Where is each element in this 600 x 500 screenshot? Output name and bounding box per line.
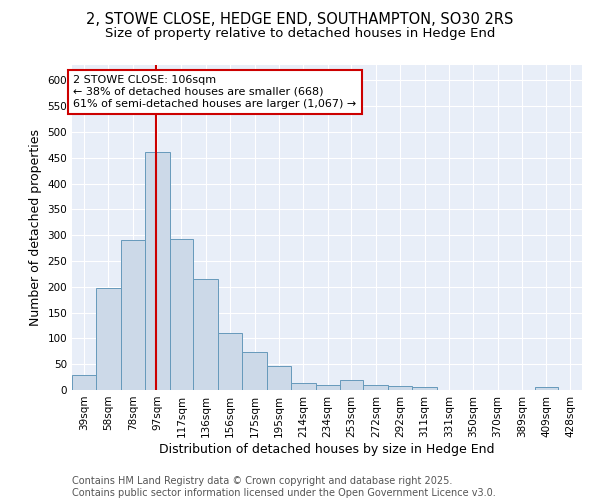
Text: 2 STOWE CLOSE: 106sqm
← 38% of detached houses are smaller (668)
61% of semi-det: 2 STOWE CLOSE: 106sqm ← 38% of detached … (73, 76, 356, 108)
Bar (72, 374, 96, 390)
Text: 2, STOWE CLOSE, HEDGE END, SOUTHAMPTON, SO30 2RS: 2, STOWE CLOSE, HEDGE END, SOUTHAMPTON, … (86, 12, 514, 28)
Bar (340, 380, 363, 390)
Bar (121, 240, 145, 390)
Text: Size of property relative to detached houses in Hedge End: Size of property relative to detached ho… (105, 28, 495, 40)
Bar (170, 239, 193, 390)
Bar (388, 386, 412, 390)
Bar (267, 366, 291, 390)
Bar (363, 385, 388, 390)
Bar (96, 288, 121, 390)
Text: Contains HM Land Registry data © Crown copyright and database right 2025.
Contai: Contains HM Land Registry data © Crown c… (72, 476, 496, 498)
Bar (412, 388, 437, 390)
Bar (291, 384, 316, 390)
Bar (218, 332, 242, 390)
Bar (145, 152, 170, 390)
X-axis label: Distribution of detached houses by size in Hedge End: Distribution of detached houses by size … (159, 442, 495, 456)
Bar (316, 385, 340, 390)
Bar (242, 352, 267, 390)
Bar (193, 279, 218, 390)
Bar (535, 388, 558, 390)
Y-axis label: Number of detached properties: Number of detached properties (29, 129, 42, 326)
